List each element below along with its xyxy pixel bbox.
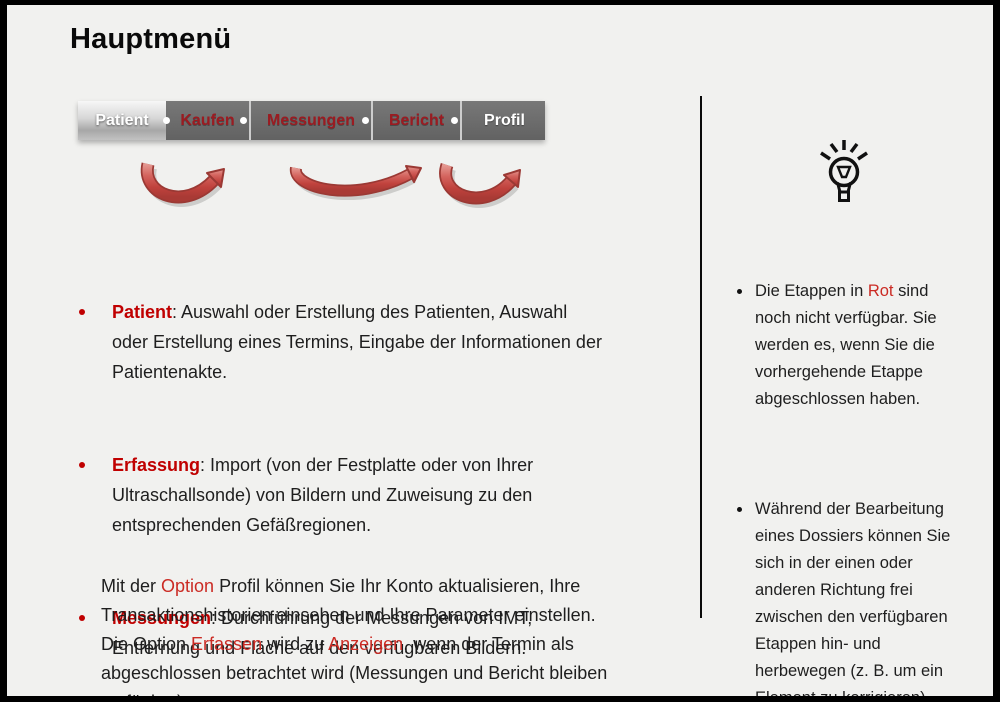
term-messungen: Messungen xyxy=(112,608,212,628)
tab-kaufen[interactable]: Kaufen xyxy=(166,101,249,140)
separator-dot xyxy=(240,117,247,124)
tab-profil-label: Profil xyxy=(484,111,525,129)
desc-erfassung: : Import (von der Festplatte oder von Ih… xyxy=(112,455,534,535)
desc-messungen: : Durchführung der Messungen von IMT, En… xyxy=(112,608,533,658)
menu-description-list: Patient: Auswahl oder Erstellung des Pat… xyxy=(78,237,678,696)
tab-messungen-label: Messungen xyxy=(266,111,355,129)
note-text: wird zu xyxy=(262,634,329,654)
main-menu-bar: Patient Kaufen Messungen Bericht Profil xyxy=(78,101,545,140)
tab-bericht[interactable]: Bericht xyxy=(371,101,460,140)
separator-dot xyxy=(451,117,458,124)
tab-bericht-label: Bericht xyxy=(388,111,445,129)
term-erfassung: Erfassung xyxy=(112,455,201,475)
tab-profil[interactable]: Profil xyxy=(460,101,547,140)
tab-patient[interactable]: Patient xyxy=(78,101,170,140)
curved-arrow-icon xyxy=(140,162,225,207)
tab-kaufen-label: Kaufen xyxy=(180,111,235,129)
note-text: , wenn der Termin als abgeschlossen betr… xyxy=(101,634,608,702)
separator-dot xyxy=(362,117,369,124)
tip-item-navigation: Während der Bearbeitung eines Dossiers k… xyxy=(737,496,982,702)
tip-text: Während der Bearbeitung eines Dossiers k… xyxy=(755,500,951,702)
note-text: Profil können Sie Ihr Konto aktualisiere… xyxy=(101,576,596,654)
tip-text: sind noch nicht verfügbar. Sie werden es… xyxy=(755,282,937,408)
tab-messungen[interactable]: Messungen xyxy=(249,101,371,140)
tip-item-red-stages: Die Etappen in Rot sind noch nicht verfü… xyxy=(737,278,982,413)
profil-note: Mit der Option Profil können Sie Ihr Kon… xyxy=(101,572,701,702)
desc-patient: : Auswahl oder Erstellung des Patienten,… xyxy=(112,302,602,382)
list-item-erfassung: Erfassung: Import (von der Festplatte od… xyxy=(78,450,678,540)
term-patient: Patient xyxy=(112,302,173,322)
list-item-patient: Patient: Auswahl oder Erstellung des Pat… xyxy=(78,297,678,387)
tips-list: Die Etappen in Rot sind noch nicht verfü… xyxy=(737,224,982,702)
lightbulb-icon xyxy=(820,140,868,202)
separator-dot xyxy=(163,117,170,124)
tab-patient-label: Patient xyxy=(95,111,149,129)
list-item-messungen: Messungen: Durchführung der Messungen vo… xyxy=(78,603,678,663)
note-highlight-option: Option xyxy=(161,576,215,596)
note-highlight-erfassen: Erfassen xyxy=(191,634,263,654)
note-highlight-anzeigen: Anzeigen xyxy=(328,634,404,654)
tip-text: Die Etappen in xyxy=(755,282,868,300)
curved-arrow-icon xyxy=(289,165,422,200)
page-title: Hauptmenü xyxy=(70,23,232,55)
vertical-divider xyxy=(700,96,702,618)
curved-arrow-icon xyxy=(439,162,521,208)
tip-highlight-rot: Rot xyxy=(867,282,894,300)
note-text: Mit der xyxy=(101,576,162,596)
